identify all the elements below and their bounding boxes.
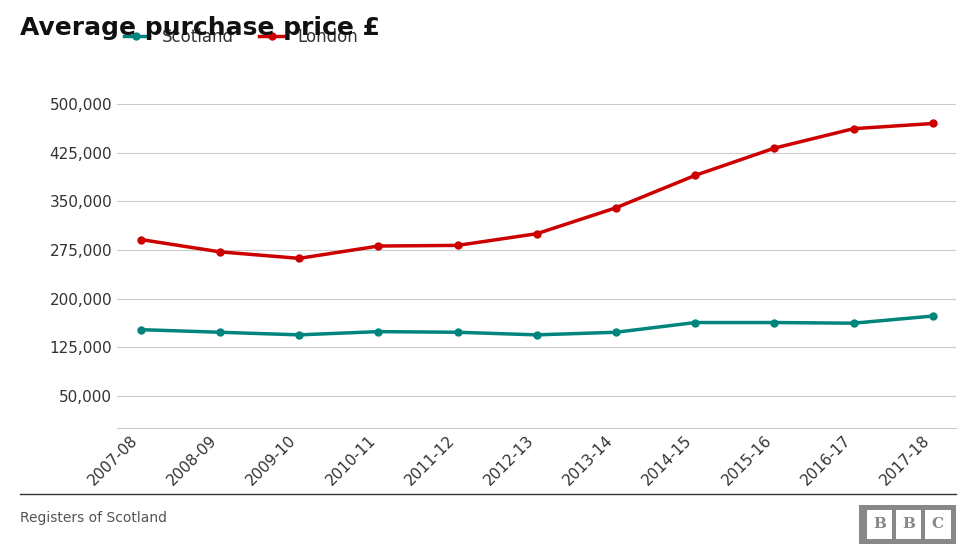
Text: B: B bbox=[873, 517, 886, 531]
FancyBboxPatch shape bbox=[867, 509, 892, 539]
FancyBboxPatch shape bbox=[925, 509, 951, 539]
FancyBboxPatch shape bbox=[896, 509, 921, 539]
Legend: Scotland, London: Scotland, London bbox=[117, 21, 365, 53]
Text: Average purchase price £: Average purchase price £ bbox=[20, 16, 380, 41]
Text: Registers of Scotland: Registers of Scotland bbox=[20, 511, 167, 525]
Text: B: B bbox=[902, 517, 915, 531]
Text: C: C bbox=[932, 517, 944, 531]
